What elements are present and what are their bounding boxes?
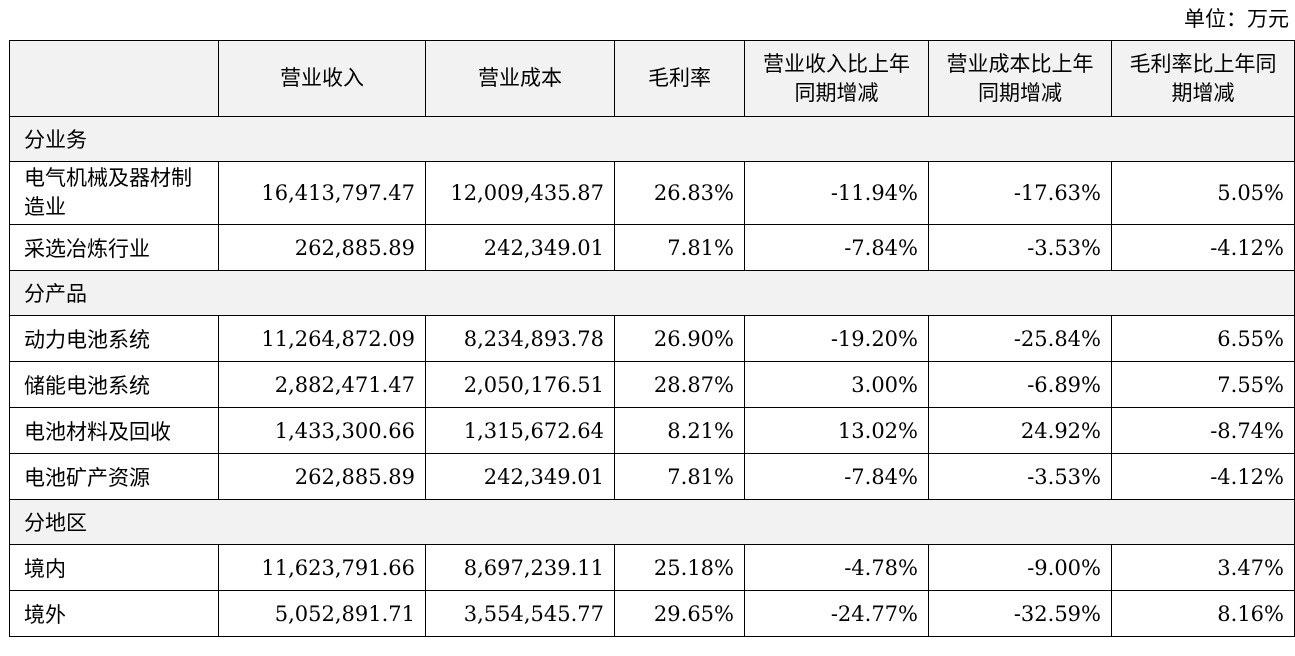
margin-change-cell: 7.55% xyxy=(1111,361,1295,408)
margin-change-cell: 5.05% xyxy=(1111,161,1295,225)
margin-change-cell: -4.12% xyxy=(1111,224,1295,271)
cost-change-cell: -9.00% xyxy=(928,544,1112,591)
revenue-cell: 262,885.89 xyxy=(218,224,426,271)
cost-cell: 8,697,239.11 xyxy=(425,544,615,591)
header-revenue: 营业收入 xyxy=(218,40,426,117)
revenue-change-cell: -7.84% xyxy=(744,224,929,271)
header-margin-change: 毛利率比上年同期增减 xyxy=(1111,40,1295,117)
cost-cell: 242,349.01 xyxy=(425,453,615,500)
row-label: 电池材料及回收 xyxy=(9,407,219,454)
row-label: 电池矿产资源 xyxy=(9,453,219,500)
financial-table: 营业收入 营业成本 毛利率 营业收入比上年同期增减 营业成本比上年同期增减 毛利… xyxy=(9,40,1295,637)
cost-change-cell: -17.63% xyxy=(928,161,1112,225)
section-title: 分产品 xyxy=(9,270,1295,316)
table-row: 电气机械及器材制造业 16,413,797.47 12,009,435.87 2… xyxy=(9,161,1295,225)
cost-change-cell: 24.92% xyxy=(928,407,1112,454)
margin-cell: 7.81% xyxy=(614,224,745,271)
table-row: 储能电池系统 2,882,471.47 2,050,176.51 28.87% … xyxy=(9,361,1295,408)
margin-cell: 26.83% xyxy=(614,161,745,225)
row-label: 电气机械及器材制造业 xyxy=(9,161,219,225)
revenue-change-cell: 3.00% xyxy=(744,361,929,408)
revenue-cell: 16,413,797.47 xyxy=(218,161,426,225)
cost-change-cell: -6.89% xyxy=(928,361,1112,408)
header-revenue-change: 营业收入比上年同期增减 xyxy=(744,40,929,117)
row-label: 采选冶炼行业 xyxy=(9,224,219,271)
row-label: 境外 xyxy=(9,590,219,637)
cost-change-cell: -32.59% xyxy=(928,590,1112,637)
revenue-change-cell: -19.20% xyxy=(744,315,929,362)
revenue-cell: 11,623,791.66 xyxy=(218,544,426,591)
table-row: 电池材料及回收 1,433,300.66 1,315,672.64 8.21% … xyxy=(9,407,1295,454)
cost-cell: 8,234,893.78 xyxy=(425,315,615,362)
table-row: 境外 5,052,891.71 3,554,545.77 29.65% -24.… xyxy=(9,590,1295,637)
cost-change-cell: -25.84% xyxy=(928,315,1112,362)
revenue-cell: 5,052,891.71 xyxy=(218,590,426,637)
cost-cell: 3,554,545.77 xyxy=(425,590,615,637)
margin-cell: 8.21% xyxy=(614,407,745,454)
header-row: 营业收入 营业成本 毛利率 营业收入比上年同期增减 营业成本比上年同期增减 毛利… xyxy=(9,40,1295,117)
margin-cell: 28.87% xyxy=(614,361,745,408)
margin-cell: 29.65% xyxy=(614,590,745,637)
revenue-cell: 2,882,471.47 xyxy=(218,361,426,408)
section-row-region: 分地区 xyxy=(9,499,1295,545)
revenue-cell: 11,264,872.09 xyxy=(218,315,426,362)
row-label: 动力电池系统 xyxy=(9,315,219,362)
section-row-business: 分业务 xyxy=(9,116,1295,162)
margin-cell: 26.90% xyxy=(614,315,745,362)
revenue-change-cell: -7.84% xyxy=(744,453,929,500)
table-row: 动力电池系统 11,264,872.09 8,234,893.78 26.90%… xyxy=(9,315,1295,362)
cost-change-cell: -3.53% xyxy=(928,453,1112,500)
cost-cell: 242,349.01 xyxy=(425,224,615,271)
revenue-cell: 262,885.89 xyxy=(218,453,426,500)
row-label: 储能电池系统 xyxy=(9,361,219,408)
margin-change-cell: 6.55% xyxy=(1111,315,1295,362)
revenue-change-cell: -11.94% xyxy=(744,161,929,225)
revenue-change-cell: -4.78% xyxy=(744,544,929,591)
table-row: 电池矿产资源 262,885.89 242,349.01 7.81% -7.84… xyxy=(9,453,1295,500)
revenue-change-cell: 13.02% xyxy=(744,407,929,454)
unit-label: 单位：万元 xyxy=(1184,7,1289,31)
revenue-cell: 1,433,300.66 xyxy=(218,407,426,454)
margin-change-cell: -4.12% xyxy=(1111,453,1295,500)
row-label: 境内 xyxy=(9,544,219,591)
section-row-product: 分产品 xyxy=(9,270,1295,316)
header-margin: 毛利率 xyxy=(614,40,745,117)
table-row: 境内 11,623,791.66 8,697,239.11 25.18% -4.… xyxy=(9,544,1295,591)
table-row: 采选冶炼行业 262,885.89 242,349.01 7.81% -7.84… xyxy=(9,224,1295,271)
margin-cell: 7.81% xyxy=(614,453,745,500)
section-title: 分业务 xyxy=(9,116,1295,162)
margin-change-cell: -8.74% xyxy=(1111,407,1295,454)
header-cost-change: 营业成本比上年同期增减 xyxy=(928,40,1112,117)
section-title: 分地区 xyxy=(9,499,1295,545)
cost-cell: 1,315,672.64 xyxy=(425,407,615,454)
margin-cell: 25.18% xyxy=(614,544,745,591)
revenue-change-cell: -24.77% xyxy=(744,590,929,637)
header-blank xyxy=(9,40,219,117)
cost-cell: 12,009,435.87 xyxy=(425,161,615,225)
cost-cell: 2,050,176.51 xyxy=(425,361,615,408)
header-cost: 营业成本 xyxy=(425,40,615,117)
margin-change-cell: 3.47% xyxy=(1111,544,1295,591)
margin-change-cell: 8.16% xyxy=(1111,590,1295,637)
cost-change-cell: -3.53% xyxy=(928,224,1112,271)
